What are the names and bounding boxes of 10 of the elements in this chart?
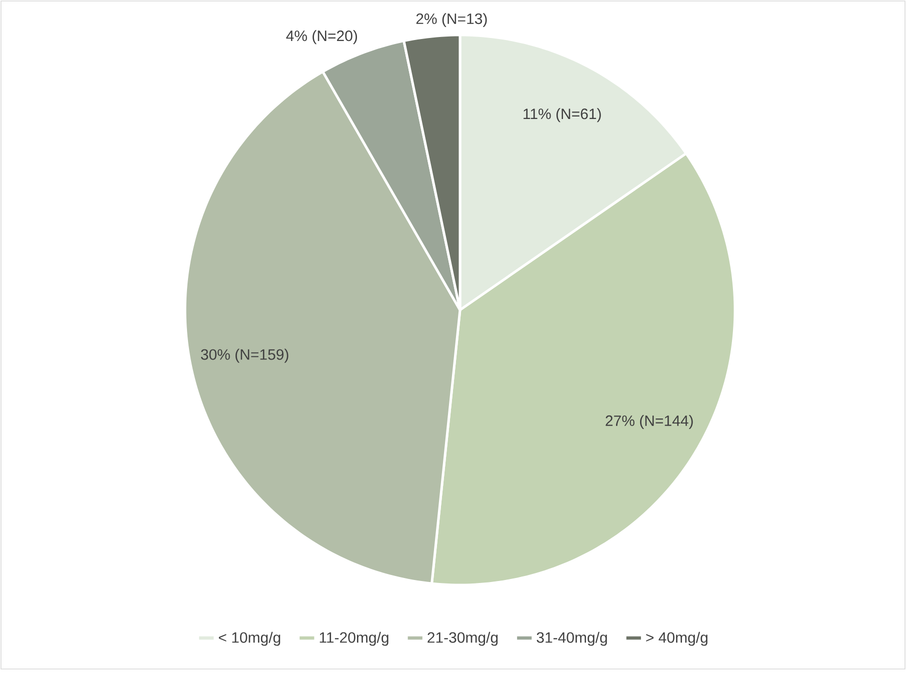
data-label: 4% (N=20) xyxy=(286,30,358,44)
legend-label: > 40mg/g xyxy=(646,632,708,646)
legend-label: < 10mg/g xyxy=(218,632,280,646)
data-label: 27% (N=144) xyxy=(606,415,693,429)
legend-label: 11-20mg/g xyxy=(320,632,388,646)
legend-label: 21-30mg/g xyxy=(428,632,498,646)
legend-label: 31-40mg/g xyxy=(536,632,607,646)
data-label: 11% (N=61) xyxy=(524,108,601,122)
data-label: 30% (N=159) xyxy=(200,348,288,363)
data-label: 2% (N=13) xyxy=(416,13,487,28)
